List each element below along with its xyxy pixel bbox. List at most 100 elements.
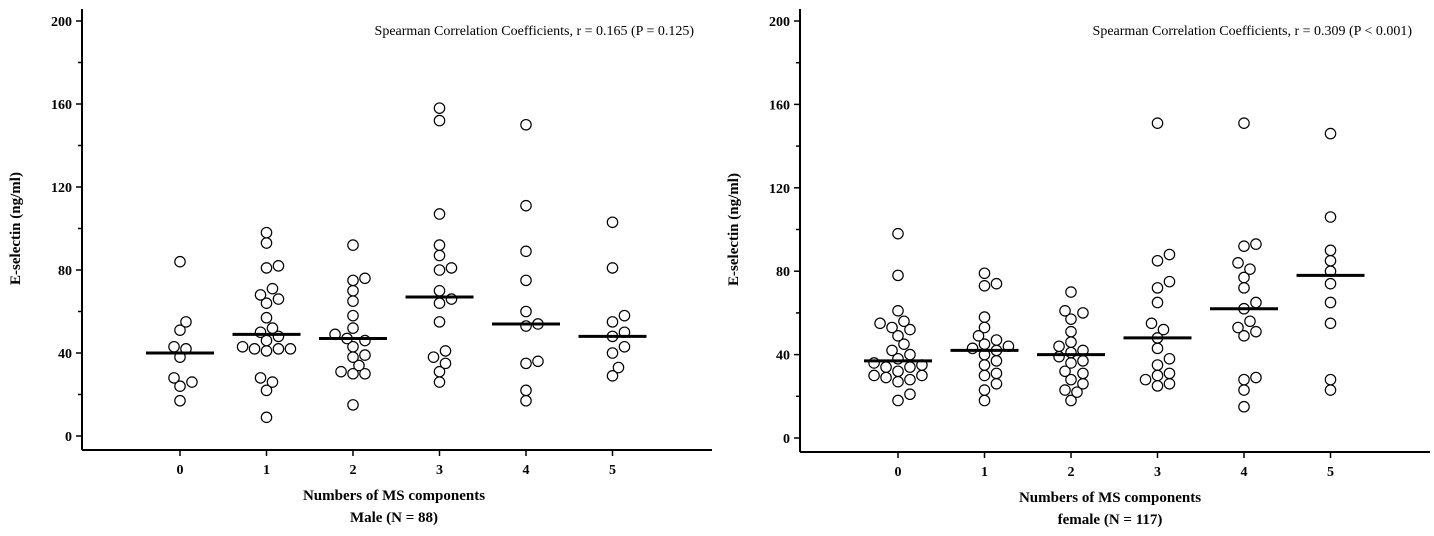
y-tick-label: 40 <box>776 349 790 364</box>
data-point <box>335 365 347 378</box>
data-point <box>520 199 532 212</box>
data-point <box>892 365 904 378</box>
data-point <box>174 255 186 268</box>
data-point <box>1163 248 1176 261</box>
x-tick-label: 4 <box>523 463 530 478</box>
data-point <box>904 361 916 373</box>
data-point <box>898 338 910 350</box>
data-point <box>1238 400 1250 413</box>
data-point <box>1065 346 1077 359</box>
data-point <box>1324 244 1337 257</box>
data-point <box>1163 377 1176 390</box>
data-point <box>359 272 371 285</box>
data-point <box>347 309 359 322</box>
data-point <box>1238 330 1250 342</box>
data-point <box>990 377 1003 390</box>
data-point <box>1244 315 1256 328</box>
data-point <box>433 264 446 276</box>
data-point <box>1071 386 1083 398</box>
data-point <box>186 376 198 388</box>
data-point <box>347 295 359 307</box>
data-point <box>520 274 532 287</box>
data-point <box>272 343 285 355</box>
data-point <box>1151 380 1164 392</box>
data-point <box>1053 350 1065 363</box>
data-point <box>606 316 619 328</box>
data-point <box>347 399 359 411</box>
data-point <box>978 369 991 382</box>
data-point <box>1238 373 1250 386</box>
data-point <box>978 321 991 334</box>
data-point <box>174 394 186 407</box>
y-axis-title: E-selectin (ng/ml) <box>8 172 24 285</box>
data-point <box>260 345 273 357</box>
data-point <box>439 345 452 357</box>
x-axis-subtitle: female (N = 117) <box>1058 512 1163 528</box>
data-point <box>1324 317 1337 330</box>
data-point <box>1065 394 1077 407</box>
data-point <box>1250 296 1262 309</box>
data-point <box>520 394 532 407</box>
data-point <box>1065 357 1077 369</box>
data-point <box>254 372 267 384</box>
data-point <box>978 311 991 323</box>
data-point <box>618 309 631 322</box>
x-axis-title: Numbers of MS components <box>303 488 485 504</box>
data-point <box>1250 371 1262 384</box>
data-point <box>990 334 1003 346</box>
data-point <box>1232 257 1244 269</box>
data-point <box>266 282 279 295</box>
data-point <box>260 384 273 397</box>
data-point <box>347 340 359 353</box>
data-point <box>260 311 273 324</box>
y-axis-title: E-selectin (ng/ml) <box>726 173 742 286</box>
data-point <box>898 315 910 328</box>
data-point <box>174 380 186 392</box>
data-point <box>433 316 446 328</box>
data-point <box>904 323 916 336</box>
data-point <box>1077 355 1089 367</box>
data-point <box>433 249 446 262</box>
chart-panel-1: 0 40 80 120 160 200 0 1 2 3 4 5 E-selectin (ng/ml) Nu… <box>8 9 712 526</box>
data-point <box>1151 117 1164 129</box>
data-point <box>880 361 892 373</box>
data-point <box>347 284 359 297</box>
y-tick-label: 200 <box>51 15 72 30</box>
data-point <box>1077 377 1089 390</box>
x-tick-label: 0 <box>895 465 902 480</box>
data-point <box>1065 373 1077 386</box>
data-point <box>236 340 249 353</box>
data-point <box>260 237 273 249</box>
data-point <box>1151 359 1164 371</box>
data-point <box>359 349 371 361</box>
correlation-annotation: Spearman Correlation Coefficients, r = 0… <box>375 24 695 39</box>
data-point <box>892 227 904 240</box>
data-point <box>978 384 991 396</box>
y-tick-label: 120 <box>51 181 72 196</box>
data-point <box>606 216 619 229</box>
data-point <box>433 208 446 220</box>
data-point <box>439 357 452 370</box>
data-point <box>168 340 180 353</box>
data-point <box>1324 254 1337 267</box>
y-tick-label: 120 <box>769 182 790 197</box>
data-point <box>260 411 273 424</box>
y-tick-label: 0 <box>783 432 790 447</box>
data-point <box>1238 117 1250 129</box>
y-tick-label: 200 <box>769 15 790 30</box>
x-tick-label: 3 <box>436 463 443 478</box>
data-point <box>532 355 544 368</box>
data-point <box>174 324 186 336</box>
data-point <box>978 394 991 407</box>
data-point <box>886 344 898 357</box>
data-point <box>618 340 631 353</box>
data-point <box>1151 254 1164 267</box>
x-tick-label: 5 <box>1327 465 1334 480</box>
data-point <box>272 293 285 305</box>
data-point <box>1324 384 1337 396</box>
data-point <box>990 367 1003 380</box>
data-point <box>347 322 359 334</box>
data-point <box>520 118 532 131</box>
data-point <box>284 343 297 355</box>
data-point <box>1145 317 1158 330</box>
